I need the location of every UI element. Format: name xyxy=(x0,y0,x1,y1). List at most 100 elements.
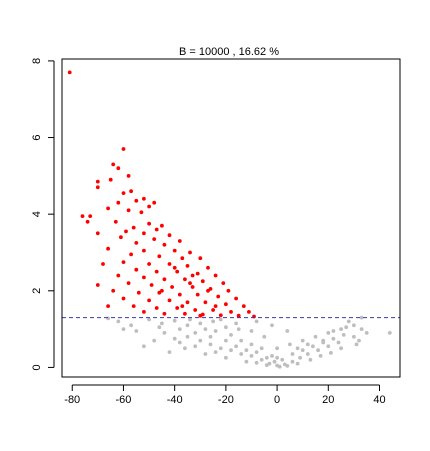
nonsignificant-point-82 xyxy=(254,350,259,354)
significant-point-10 xyxy=(142,196,146,201)
significant-point-11 xyxy=(134,198,139,203)
significant-point-77 xyxy=(185,300,190,305)
nonsignificant-point-59 xyxy=(142,344,146,349)
significant-point-16 xyxy=(126,208,131,213)
significant-point-82 xyxy=(131,304,136,308)
significant-point-46 xyxy=(167,262,172,266)
significant-point-40 xyxy=(157,254,162,259)
x-tick-label: -60 xyxy=(116,394,132,406)
nonsignificant-point-98 xyxy=(234,321,239,326)
nonsignificant-point-32 xyxy=(290,352,295,356)
significant-point-34 xyxy=(162,242,167,247)
significant-point-101 xyxy=(213,304,218,308)
nonsignificant-point-18 xyxy=(346,319,351,324)
significant-point-81 xyxy=(106,304,110,308)
nonsignificant-point-66 xyxy=(264,363,269,367)
significant-point-78 xyxy=(203,300,208,305)
nonsignificant-point-71 xyxy=(318,354,323,358)
significant-point-74 xyxy=(121,296,126,301)
significant-point-15 xyxy=(106,206,110,211)
nonsignificant-point-17 xyxy=(339,327,343,331)
significant-point-20 xyxy=(85,219,90,224)
significant-point-55 xyxy=(142,275,146,280)
significant-point-42 xyxy=(198,256,203,261)
nonsignificant-point-50 xyxy=(298,355,302,360)
significant-point-80 xyxy=(241,304,246,308)
nonsignificant-point-78 xyxy=(193,344,198,349)
significant-point-2 xyxy=(111,162,116,167)
significant-point-85 xyxy=(193,308,198,312)
nonsignificant-point-3 xyxy=(160,321,164,326)
nonsignificant-point-92 xyxy=(172,336,177,341)
nonsignificant-point-14 xyxy=(300,338,305,343)
nonsignificant-point-76 xyxy=(157,325,162,330)
significant-points xyxy=(67,70,256,319)
significant-point-79 xyxy=(224,302,228,307)
significant-point-33 xyxy=(134,241,139,245)
x-tick-label: -80 xyxy=(64,394,80,406)
nonsignificant-point-38 xyxy=(185,334,190,339)
x-axis: -80 -60 -40 -20 0 20 40 xyxy=(64,384,386,406)
significant-point-57 xyxy=(183,277,187,282)
significant-point-76 xyxy=(167,298,172,303)
nonsignificant-point-81 xyxy=(244,348,249,353)
x-tick-label: 20 xyxy=(322,394,334,406)
nonsignificant-point-23 xyxy=(193,331,198,335)
nonsignificant-point-16 xyxy=(326,331,331,335)
significant-point-9 xyxy=(121,191,126,196)
significant-point-24 xyxy=(131,225,136,230)
nonsignificant-point-102 xyxy=(106,316,110,321)
nonsignificant-point-77 xyxy=(177,340,182,345)
nonsignificant-point-63 xyxy=(224,355,228,360)
nonsignificant-point-65 xyxy=(254,360,259,365)
significant-point-5 xyxy=(108,177,113,182)
nonsignificant-point-26 xyxy=(229,333,233,337)
significant-point-56 xyxy=(162,277,167,282)
nonsignificant-point-45 xyxy=(259,357,264,362)
nonsignificant-point-0 xyxy=(116,319,121,324)
nonsignificant-point-101 xyxy=(285,329,290,333)
significant-point-83 xyxy=(154,306,159,310)
plot-frame xyxy=(61,58,401,378)
significant-point-71 xyxy=(195,292,200,297)
significant-point-96 xyxy=(172,265,177,270)
significant-point-50 xyxy=(154,269,159,274)
nonsignificant-point-31 xyxy=(280,357,285,362)
nonsignificant-point-43 xyxy=(239,352,244,356)
significant-point-6 xyxy=(95,179,100,184)
significant-point-37 xyxy=(172,248,177,253)
nonsignificant-point-22 xyxy=(177,327,182,331)
x-tick-label: 40 xyxy=(373,394,385,406)
significant-point-72 xyxy=(216,294,221,299)
nonsignificant-point-12 xyxy=(275,346,279,351)
chart-title: B = 10000 , 16.62 % xyxy=(179,46,279,58)
significant-point-59 xyxy=(221,281,226,285)
nonsignificant-point-30 xyxy=(270,354,274,358)
nonsignificant-point-74 xyxy=(354,342,359,347)
significant-point-0 xyxy=(67,70,72,75)
nonsignificant-point-10 xyxy=(249,329,254,333)
significant-point-60 xyxy=(126,281,131,285)
significant-point-39 xyxy=(129,252,134,257)
nonsignificant-point-84 xyxy=(272,359,277,364)
y-tick-label: 8 xyxy=(31,58,43,64)
significant-point-69 xyxy=(157,290,162,295)
significant-point-38 xyxy=(188,250,192,255)
nonsignificant-point-88 xyxy=(331,329,336,333)
nonsignificant-point-85 xyxy=(295,346,300,351)
significant-point-49 xyxy=(134,267,139,272)
significant-point-75 xyxy=(147,298,152,303)
significant-point-103 xyxy=(188,281,192,285)
significant-point-51 xyxy=(175,269,180,274)
nonsignificant-point-33 xyxy=(300,348,305,353)
nonsignificant-point-8 xyxy=(224,325,228,330)
significant-point-28 xyxy=(142,231,146,236)
nonsignificant-point-52 xyxy=(316,348,320,353)
y-tick-label: 6 xyxy=(31,134,43,140)
nonsignificant-point-93 xyxy=(208,334,213,339)
significant-point-18 xyxy=(80,214,85,219)
nonsignificant-point-100 xyxy=(270,323,274,328)
nonsignificant-point-41 xyxy=(218,346,223,351)
significant-point-58 xyxy=(200,279,205,284)
